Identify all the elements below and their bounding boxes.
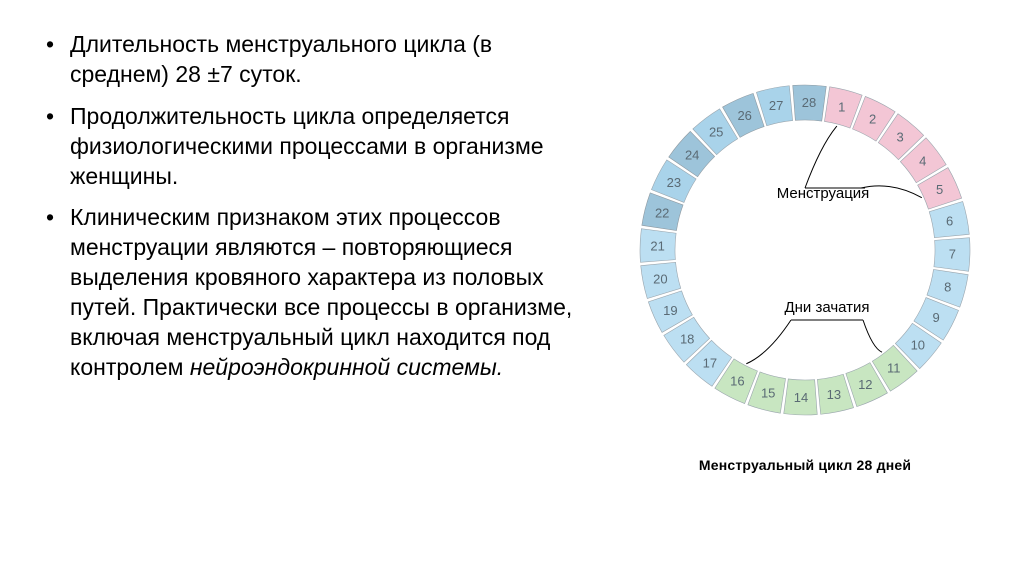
day-number: 4 <box>919 154 926 169</box>
day-number: 14 <box>794 390 808 405</box>
day-number: 2 <box>869 111 876 126</box>
day-number: 10 <box>911 338 925 353</box>
text-column: Длительность менструального цикла (в сре… <box>40 30 590 556</box>
day-number: 21 <box>650 239 664 254</box>
diagram-column: 1234567891011121314151617181920212223242… <box>590 30 1004 556</box>
day-number: 12 <box>858 377 872 392</box>
day-number: 16 <box>730 374 744 389</box>
slide-root: Длительность менструального цикла (в сре… <box>0 0 1024 576</box>
day-number: 9 <box>932 310 939 325</box>
cycle-chart: 1234567891011121314151617181920212223242… <box>600 70 1010 473</box>
day-number: 3 <box>896 130 903 145</box>
bullet-text: Продолжительность цикла определяется физ… <box>70 103 544 189</box>
day-number: 5 <box>936 182 943 197</box>
leader-line <box>863 320 882 352</box>
day-number: 19 <box>663 303 677 318</box>
day-number: 25 <box>709 125 723 140</box>
bullet-item: Длительность менструального цикла (в сре… <box>40 30 580 90</box>
day-number: 13 <box>827 387 841 402</box>
day-number: 24 <box>685 147 699 162</box>
leader-line <box>746 320 791 364</box>
day-number: 6 <box>946 214 953 229</box>
day-number: 7 <box>949 247 956 262</box>
day-number: 1 <box>838 100 845 115</box>
bullet-list: Длительность менструального цикла (в сре… <box>40 30 580 383</box>
day-number: 23 <box>667 175 681 190</box>
bullet-text: Длительность менструального цикла (в сре… <box>70 31 492 87</box>
day-number: 11 <box>887 360 901 375</box>
day-number: 18 <box>680 331 694 346</box>
leader-line <box>861 186 922 198</box>
day-number: 22 <box>655 206 669 221</box>
day-number: 27 <box>769 98 783 113</box>
label-conception: Дни зачатия <box>784 299 869 316</box>
cycle-svg: 1234567891011121314151617181920212223242… <box>605 70 1005 440</box>
day-number: 8 <box>944 279 951 294</box>
day-number: 28 <box>802 95 816 110</box>
leader-line <box>805 126 837 188</box>
day-number: 26 <box>737 108 751 123</box>
bullet-item: Продолжительность цикла определяется физ… <box>40 102 580 192</box>
day-number: 15 <box>761 385 775 400</box>
day-number: 20 <box>653 271 667 286</box>
chart-caption: Менструальный цикл 28 дней <box>600 457 1010 473</box>
bullet-text-italic: нейроэндокринной системы. <box>190 354 503 380</box>
day-number: 17 <box>703 355 717 370</box>
bullet-item: Клиническим признаком этих процессов мен… <box>40 203 580 382</box>
